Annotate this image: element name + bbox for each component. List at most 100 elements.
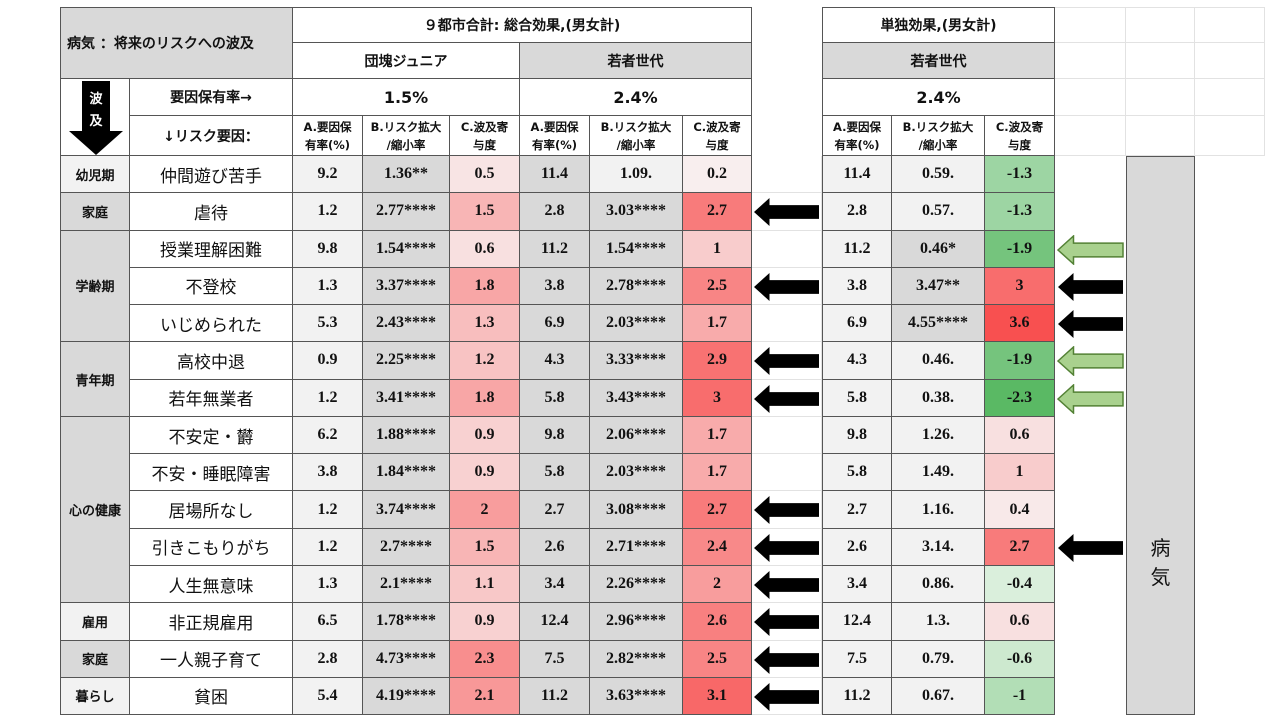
grid-cell xyxy=(1055,43,1126,79)
value-a-single: 2.6 xyxy=(822,528,892,566)
column-header-line: /縮小率 xyxy=(918,137,958,152)
grid-cell xyxy=(752,342,822,380)
value-a-single: 2.7 xyxy=(822,491,892,529)
value-b-single: 1.26. xyxy=(892,416,985,455)
value-a-young: 5.8 xyxy=(520,379,590,417)
black-left-arrow-icon xyxy=(1058,533,1123,562)
value-c-single: 3.6 xyxy=(985,305,1055,343)
value-b-single: 4.55**** xyxy=(892,305,985,343)
column-header-b: B.リスク拡大/縮小率 xyxy=(590,116,683,156)
value-b-single: 0.67. xyxy=(892,677,985,716)
stage-label: 心の健康 xyxy=(60,416,130,604)
down-arrow-icon: 波及 xyxy=(69,80,123,155)
rate-dankai: 1.5% xyxy=(293,79,520,116)
black-left-arrow-icon xyxy=(754,347,819,376)
column-header-line: /縮小率 xyxy=(386,137,426,152)
value-c-single: 0.6 xyxy=(985,603,1055,641)
value-b-dankai: 1.36** xyxy=(363,156,450,194)
black-left-arrow-icon xyxy=(754,272,819,301)
value-a-single: 9.8 xyxy=(822,416,892,455)
value-b-young: 2.71**** xyxy=(590,528,683,566)
value-a-dankai: 3.8 xyxy=(293,454,363,492)
value-a-single: 3.8 xyxy=(822,267,892,306)
column-header-line: 有率(%) xyxy=(834,137,880,152)
value-c-young: 1.7 xyxy=(683,416,752,455)
black-left-arrow-icon xyxy=(754,608,819,637)
column-header-b: B.リスク拡大/縮小率 xyxy=(363,116,450,156)
value-c-young: 2.9 xyxy=(683,342,752,380)
grid-cell xyxy=(752,267,822,306)
value-b-young: 3.63**** xyxy=(590,677,683,716)
factor-label: いじめられた xyxy=(130,305,293,343)
value-c-single: -0.4 xyxy=(985,565,1055,604)
factor-label: 授業理解困難 xyxy=(130,230,293,268)
column-header-a: A.要因保 有率(%) xyxy=(822,116,892,156)
value-a-dankai: 9.8 xyxy=(293,230,363,268)
value-a-young: 6.9 xyxy=(520,305,590,343)
value-c-dankai: 0.9 xyxy=(450,454,520,492)
side-label: 病気 xyxy=(1126,156,1195,716)
column-header-line: A.要因保 xyxy=(530,119,579,134)
grid-cell xyxy=(752,677,822,716)
factor-label: 若年無業者 xyxy=(130,379,293,417)
value-b-single: 0.59. xyxy=(892,156,985,194)
down-arrow-label-1: 波 xyxy=(89,91,103,107)
column-header-line: B.リスク拡大 xyxy=(600,119,672,134)
value-c-young: 2.6 xyxy=(683,603,752,641)
rate-young-single: 2.4% xyxy=(822,79,1055,116)
value-b-dankai: 4.19**** xyxy=(363,677,450,716)
down-arrow-cell: 波及 xyxy=(60,79,130,156)
value-b-single: 1.16. xyxy=(892,491,985,529)
value-c-dankai: 1.5 xyxy=(450,193,520,231)
value-a-young: 2.7 xyxy=(520,491,590,529)
grid-cell xyxy=(1055,116,1126,156)
value-a-dankai: 5.3 xyxy=(293,305,363,343)
value-b-young: 2.03**** xyxy=(590,454,683,492)
value-b-dankai: 2.7**** xyxy=(363,528,450,566)
value-c-dankai: 2.1 xyxy=(450,677,520,716)
value-c-single: -0.6 xyxy=(985,640,1055,678)
column-header-line: C.波及寄 xyxy=(460,119,509,134)
value-a-single: 2.8 xyxy=(822,193,892,231)
value-b-dankai: 3.41**** xyxy=(363,379,450,417)
value-a-single: 11.2 xyxy=(822,230,892,268)
value-c-single: 3 xyxy=(985,267,1055,306)
side-label-char: 気 xyxy=(1150,564,1171,589)
grid-cell xyxy=(1195,7,1265,43)
value-b-young: 2.82**** xyxy=(590,640,683,678)
gen-young-single-header: 若者世代 xyxy=(822,43,1055,79)
down-arrow-label-2: 及 xyxy=(89,114,103,129)
value-c-dankai: 0.9 xyxy=(450,603,520,641)
value-b-young: 2.03**** xyxy=(590,305,683,343)
value-b-dankai: 1.78**** xyxy=(363,603,450,641)
black-left-arrow-icon xyxy=(754,496,819,525)
black-left-arrow-icon xyxy=(754,570,819,599)
column-header-line: B.リスク拡大 xyxy=(902,119,974,134)
grid-cell xyxy=(1126,79,1195,116)
value-a-young: 11.2 xyxy=(520,230,590,268)
value-a-young: 5.8 xyxy=(520,454,590,492)
value-b-young: 2.06**** xyxy=(590,416,683,455)
value-c-young: 1.7 xyxy=(683,305,752,343)
value-b-young: 2.78**** xyxy=(590,267,683,306)
value-a-young: 4.3 xyxy=(520,342,590,380)
value-a-dankai: 0.9 xyxy=(293,342,363,380)
column-header-line: 与度 xyxy=(705,137,729,152)
column-header-line: 与度 xyxy=(1008,137,1031,152)
value-a-young: 3.4 xyxy=(520,565,590,604)
column-header-b: B.リスク拡大/縮小率 xyxy=(892,116,985,156)
value-c-young: 0.2 xyxy=(683,156,752,194)
column-header-line: C.波及寄 xyxy=(995,119,1044,134)
grid-cell xyxy=(752,379,822,417)
value-b-single: 3.47** xyxy=(892,267,985,306)
value-b-dankai: 3.37**** xyxy=(363,267,450,306)
value-b-young: 3.08**** xyxy=(590,491,683,529)
value-a-young: 2.8 xyxy=(520,193,590,231)
grid-cell xyxy=(752,491,822,529)
value-c-young: 3 xyxy=(683,379,752,417)
grid-cell xyxy=(1126,116,1195,156)
group-single-header: 単独効果,(男女計) xyxy=(822,7,1055,43)
column-header-a: A.要因保 有率(%) xyxy=(293,116,363,156)
value-a-dankai: 1.2 xyxy=(293,491,363,529)
value-a-dankai: 2.8 xyxy=(293,640,363,678)
